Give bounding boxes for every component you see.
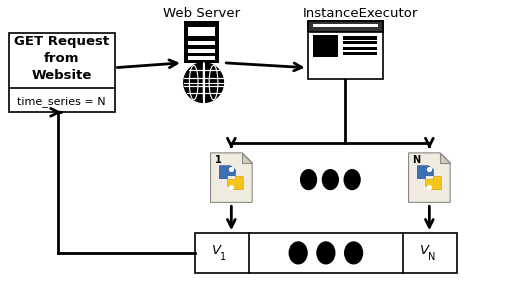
Text: V: V (419, 244, 428, 257)
Text: 1: 1 (220, 252, 226, 262)
Polygon shape (242, 153, 251, 163)
Ellipse shape (344, 242, 362, 264)
Polygon shape (227, 177, 243, 190)
Bar (312, 24, 377, 27)
Text: N: N (427, 252, 434, 262)
Ellipse shape (343, 170, 360, 190)
Bar (307, 21, 382, 32)
Polygon shape (183, 63, 223, 102)
Polygon shape (210, 153, 251, 202)
Bar (187, 49, 215, 53)
Text: V: V (212, 244, 221, 257)
Bar (194, 233, 456, 273)
Ellipse shape (316, 242, 334, 264)
Polygon shape (439, 153, 449, 163)
Bar (342, 36, 376, 39)
Bar (183, 21, 219, 63)
Text: time_series = N: time_series = N (17, 96, 106, 107)
Bar (342, 41, 376, 45)
Bar (187, 56, 215, 60)
Text: N: N (412, 155, 420, 165)
Polygon shape (425, 177, 440, 190)
Bar (342, 52, 376, 55)
Bar (342, 47, 376, 50)
Text: GET Request
from
Website: GET Request from Website (14, 35, 109, 82)
Bar (9, 33, 114, 112)
Ellipse shape (300, 170, 316, 190)
Bar (187, 27, 215, 36)
Polygon shape (408, 153, 449, 202)
Bar (312, 35, 338, 57)
Ellipse shape (322, 170, 338, 190)
Text: 1: 1 (214, 155, 221, 165)
Polygon shape (219, 166, 235, 179)
Bar (307, 21, 382, 79)
Bar (187, 41, 215, 45)
Ellipse shape (289, 242, 307, 264)
Text: Web Server: Web Server (163, 7, 240, 20)
Polygon shape (417, 166, 432, 179)
Text: InstanceExecutor: InstanceExecutor (302, 7, 417, 20)
